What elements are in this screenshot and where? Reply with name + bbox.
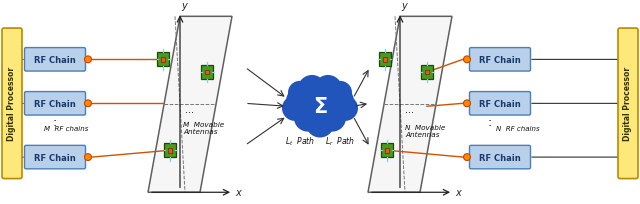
Bar bbox=[157, 53, 168, 67]
Text: y: y bbox=[181, 1, 187, 11]
Bar bbox=[202, 66, 212, 80]
Text: RF Chain: RF Chain bbox=[479, 99, 521, 108]
Circle shape bbox=[328, 81, 352, 105]
Circle shape bbox=[314, 76, 342, 103]
Text: RF Chain: RF Chain bbox=[479, 55, 521, 64]
Bar bbox=[168, 148, 172, 153]
Circle shape bbox=[84, 154, 92, 161]
Bar bbox=[380, 53, 390, 67]
Circle shape bbox=[298, 76, 326, 103]
Text: M  Movable
Antennas: M Movable Antennas bbox=[183, 122, 224, 135]
Text: M  RF chains: M RF chains bbox=[44, 125, 88, 131]
FancyBboxPatch shape bbox=[24, 48, 86, 72]
Circle shape bbox=[282, 96, 308, 121]
Text: Σ: Σ bbox=[313, 97, 327, 117]
Polygon shape bbox=[148, 17, 232, 192]
Text: N  Movable
Antennas: N Movable Antennas bbox=[405, 125, 445, 137]
Circle shape bbox=[463, 100, 470, 107]
Bar bbox=[422, 66, 433, 80]
FancyBboxPatch shape bbox=[470, 146, 531, 169]
Text: ...: ... bbox=[186, 105, 195, 115]
Bar bbox=[424, 70, 429, 75]
Text: :: : bbox=[488, 115, 492, 128]
Circle shape bbox=[463, 57, 470, 63]
Text: $L_r$  Path: $L_r$ Path bbox=[325, 135, 355, 147]
Circle shape bbox=[84, 57, 92, 63]
Text: RF Chain: RF Chain bbox=[34, 99, 76, 108]
Text: :: : bbox=[53, 115, 57, 128]
Text: N  RF chains: N RF chains bbox=[496, 125, 540, 131]
Text: RF Chain: RF Chain bbox=[34, 55, 76, 64]
Circle shape bbox=[294, 105, 322, 132]
FancyBboxPatch shape bbox=[618, 29, 638, 179]
Bar bbox=[383, 58, 387, 62]
Bar bbox=[161, 58, 166, 62]
Polygon shape bbox=[368, 17, 452, 192]
Bar bbox=[205, 70, 209, 75]
Bar bbox=[381, 144, 392, 157]
Text: RF Chain: RF Chain bbox=[479, 153, 521, 162]
Text: y: y bbox=[401, 1, 407, 11]
FancyBboxPatch shape bbox=[470, 92, 531, 115]
Circle shape bbox=[286, 86, 318, 118]
Circle shape bbox=[288, 81, 312, 105]
FancyBboxPatch shape bbox=[24, 146, 86, 169]
Text: ...: ... bbox=[406, 105, 415, 115]
Circle shape bbox=[332, 96, 358, 121]
FancyBboxPatch shape bbox=[24, 92, 86, 115]
Circle shape bbox=[298, 85, 342, 128]
Bar bbox=[164, 144, 175, 157]
Text: x: x bbox=[455, 187, 461, 197]
Circle shape bbox=[318, 105, 346, 132]
Text: $L_t$  Path: $L_t$ Path bbox=[285, 135, 315, 147]
Circle shape bbox=[322, 86, 354, 118]
Bar bbox=[385, 148, 390, 153]
Circle shape bbox=[306, 111, 334, 138]
Circle shape bbox=[84, 100, 92, 107]
FancyBboxPatch shape bbox=[470, 48, 531, 72]
Text: Digital Processor: Digital Processor bbox=[8, 67, 17, 141]
Circle shape bbox=[463, 154, 470, 161]
FancyBboxPatch shape bbox=[2, 29, 22, 179]
Text: x: x bbox=[235, 187, 241, 197]
Text: Digital Processor: Digital Processor bbox=[623, 67, 632, 141]
Text: RF Chain: RF Chain bbox=[34, 153, 76, 162]
